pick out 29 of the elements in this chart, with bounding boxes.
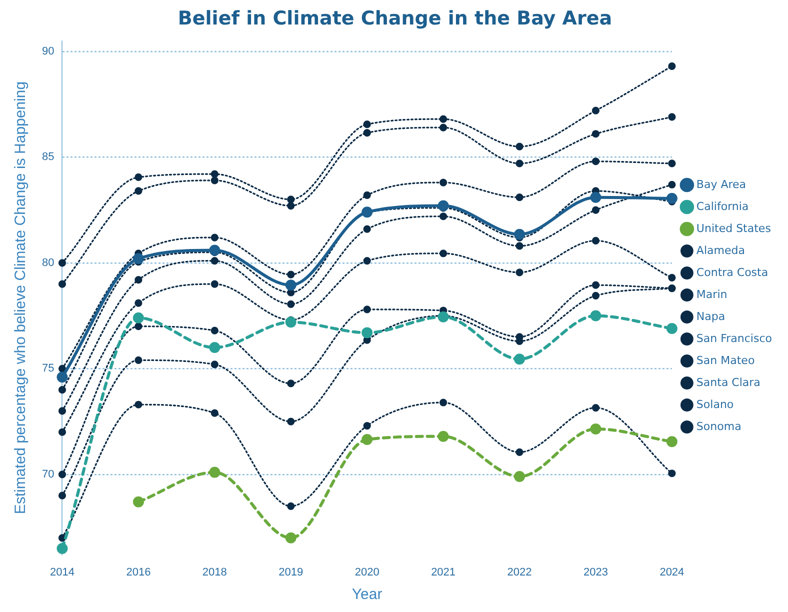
x-tick-label: 2023 xyxy=(583,566,608,578)
x-tick-label: 2022 xyxy=(507,566,532,578)
legend-label: Napa xyxy=(696,310,726,323)
x-tick-label: 2019 xyxy=(278,566,304,578)
x-tick-label: 2018 xyxy=(202,566,227,578)
legend-label: San Francisco xyxy=(696,332,772,345)
legend-label: California xyxy=(696,200,749,213)
legend-label: Santa Clara xyxy=(696,376,760,389)
chart-title: Belief in Climate Change in the Bay Area xyxy=(178,7,612,30)
legend-label: Sonoma xyxy=(696,420,742,433)
x-tick-label: 2020 xyxy=(354,566,380,578)
x-tick-label: 2016 xyxy=(126,566,151,578)
legend-label: Bay Area xyxy=(696,178,746,191)
legend-label: San Mateo xyxy=(696,354,755,367)
x-tick-label: 2021 xyxy=(431,566,456,578)
y-tick-label: 90 xyxy=(42,45,54,58)
x-tick-label: 2024 xyxy=(660,566,684,578)
legend-label: Solano xyxy=(696,398,734,411)
legend-label: Alameda xyxy=(696,244,745,257)
y-axis-title: Estimated percentage who believe Climate Change is Happening xyxy=(12,81,30,514)
x-axis-title: Year xyxy=(352,586,382,604)
y-tick-label: 70 xyxy=(42,468,54,480)
legend-label: United States xyxy=(696,222,772,235)
y-tick-label: 80 xyxy=(42,256,54,269)
legend-label: Marin xyxy=(696,288,728,301)
legend-label: Contra Costa xyxy=(696,266,768,279)
y-tick-label: 75 xyxy=(42,362,54,375)
y-tick-label: 85 xyxy=(42,151,54,164)
x-tick-label: 2014 xyxy=(50,566,74,578)
